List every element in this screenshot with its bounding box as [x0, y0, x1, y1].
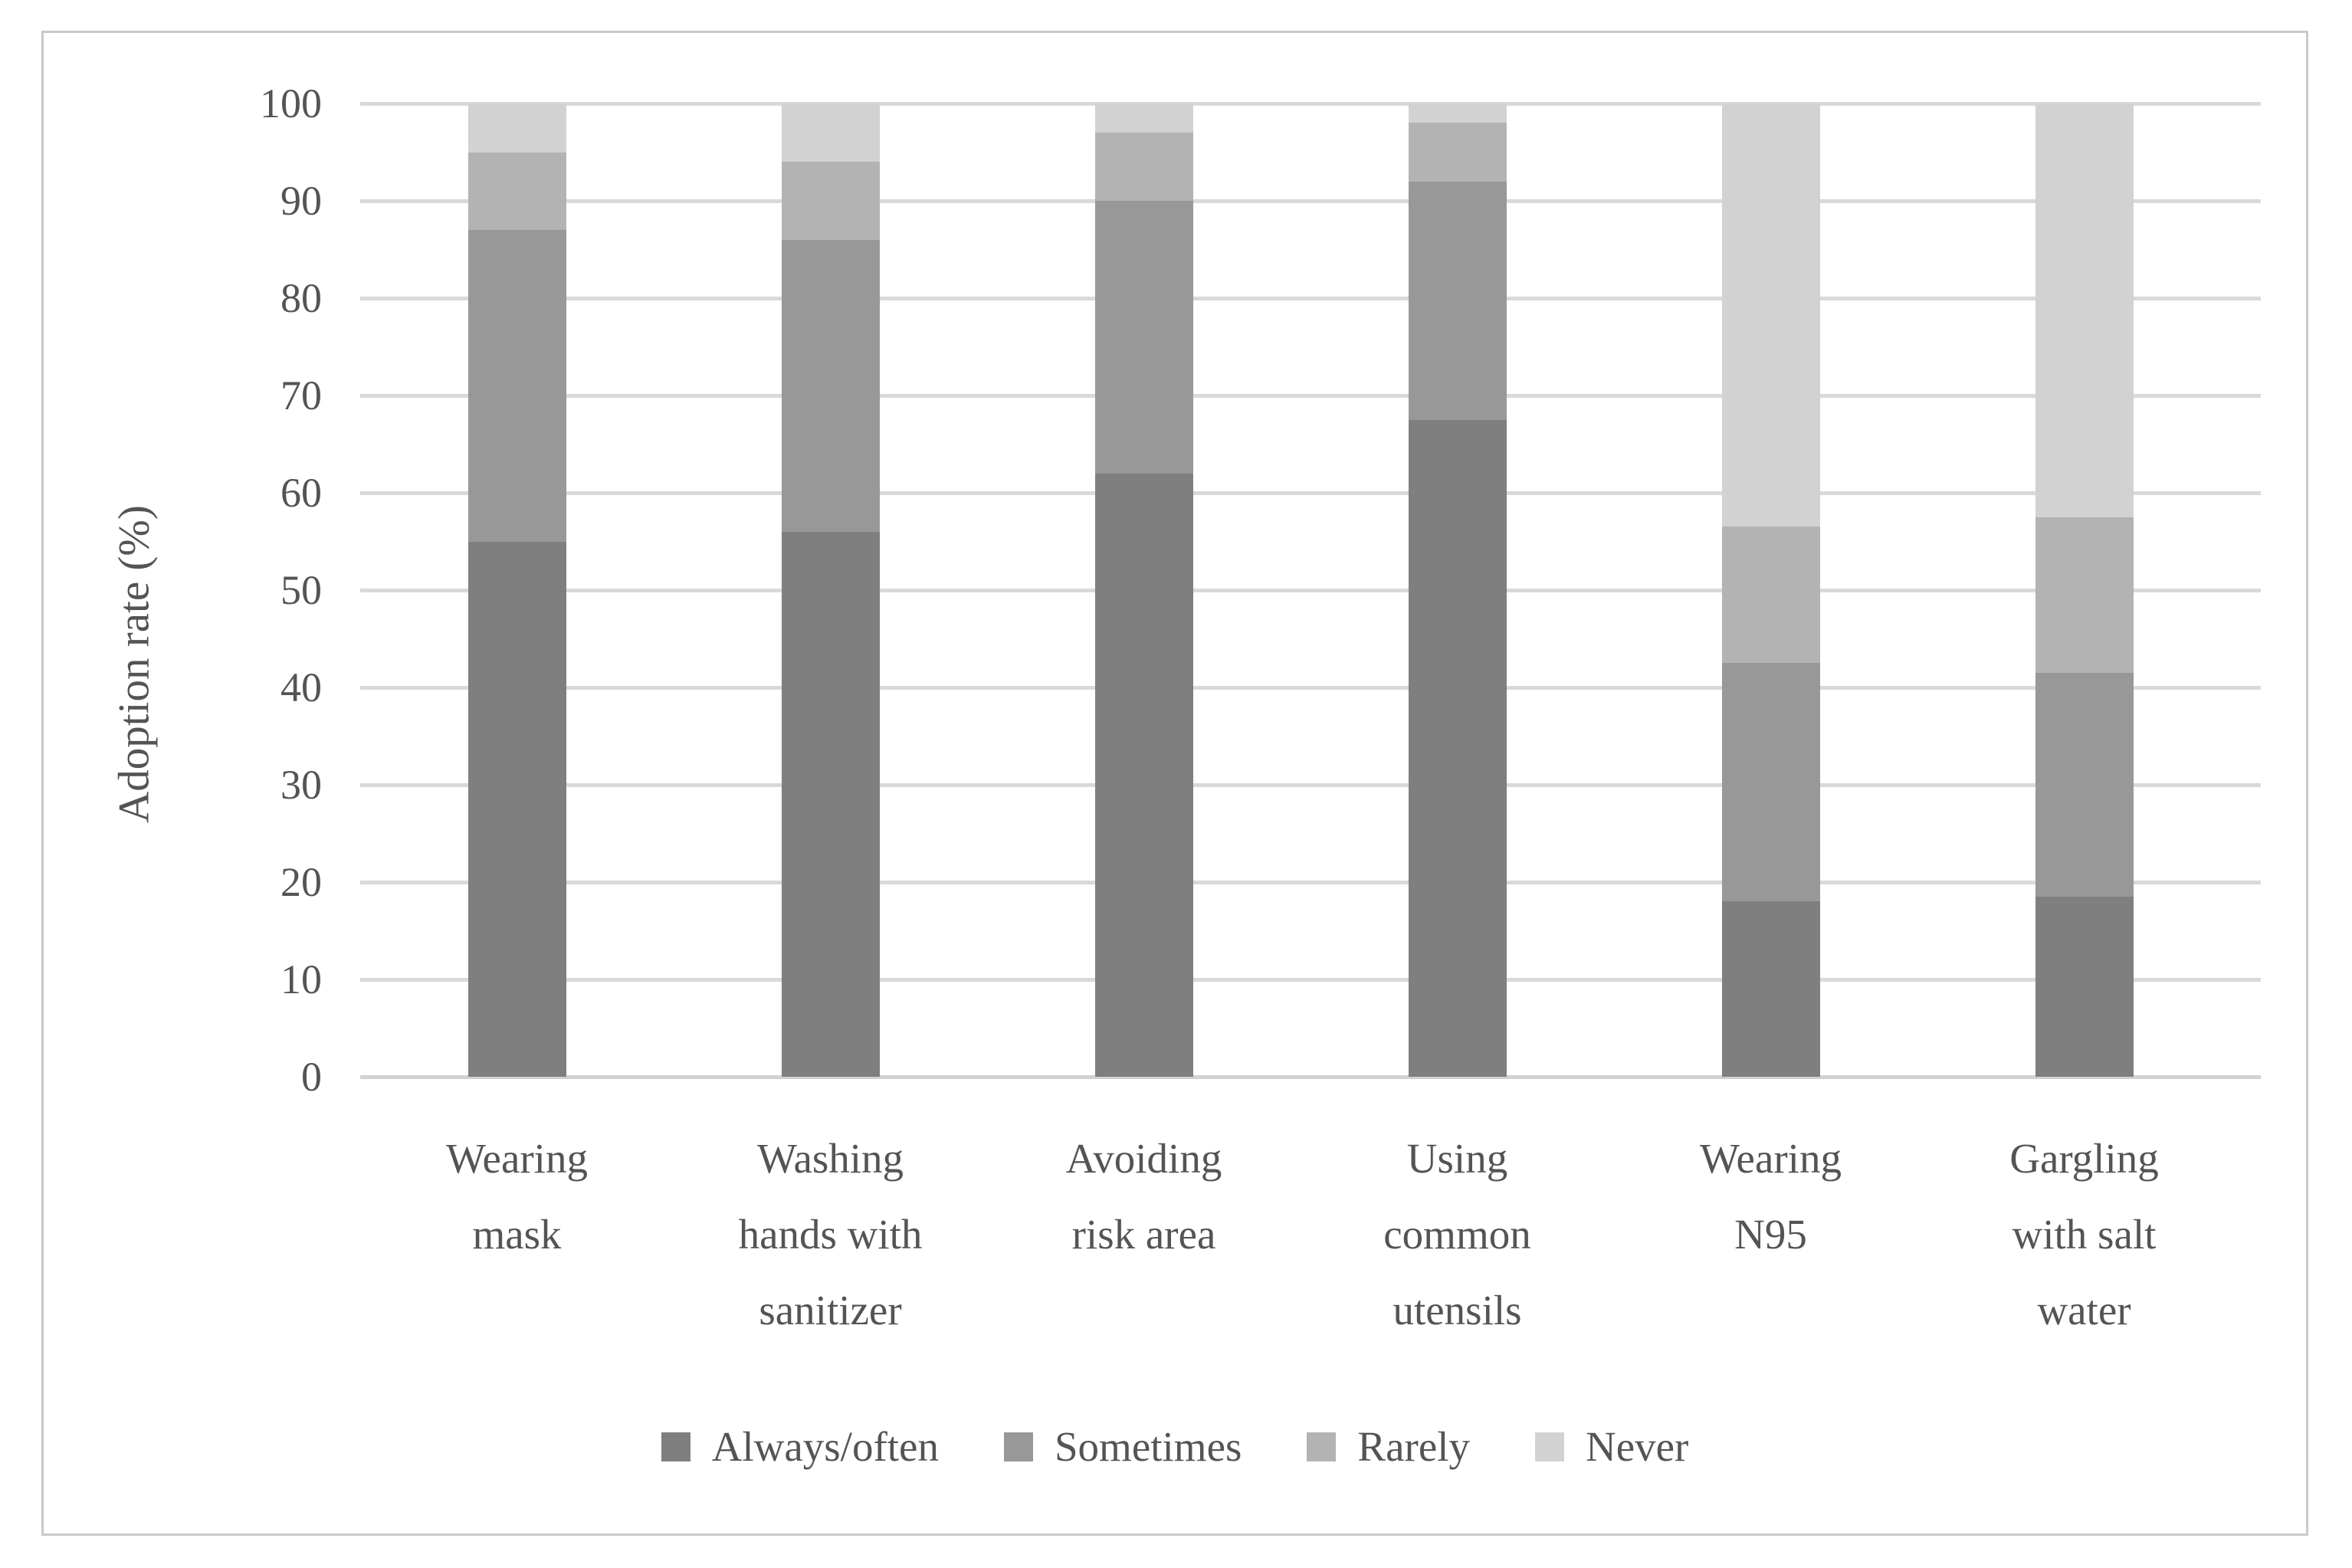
gridline-100: [360, 101, 2261, 106]
bar-segment-sometimes-using-common-utensils: [1408, 181, 1507, 420]
x-axis-label-wearing-n95: Wearing N95: [1700, 1135, 1842, 1258]
gridline-10: [360, 977, 2261, 982]
y-tick-label-60: 60: [280, 470, 322, 516]
bar-segment-always-often-avoiding-risk-area: [1094, 473, 1193, 1077]
bar-slot-washing-hands-with-sanitizer: [674, 103, 987, 1077]
bar-washing-hands-with-sanitizer: [781, 103, 880, 1077]
bar-segment-rarely-wearing-n95: [1721, 526, 1820, 664]
bar-segment-rarely-using-common-utensils: [1408, 123, 1507, 182]
x-axis-label-wearing-mask: Wearing mask: [446, 1135, 588, 1258]
y-tick-label-50: 50: [280, 567, 322, 613]
bar-segment-sometimes-gargling-with-salt-water: [2035, 672, 2134, 897]
legend-label-rarely: Rarely: [1357, 1423, 1471, 1470]
legend-label-always-often: Always/often: [711, 1423, 939, 1470]
bar-segment-rarely-avoiding-risk-area: [1094, 133, 1193, 202]
bar-wearing-mask: [467, 103, 566, 1077]
legend-label-sometimes: Sometimes: [1054, 1423, 1242, 1470]
legend-swatch-sometimes: [1003, 1432, 1033, 1461]
bar-segment-never-wearing-mask: [467, 103, 566, 153]
legend-swatch-never: [1535, 1432, 1565, 1461]
bar-segment-never-gargling-with-salt-water: [2035, 103, 2134, 517]
bar-slot-wearing-n95: [1614, 103, 1927, 1077]
bar-segment-never-using-common-utensils: [1408, 103, 1507, 123]
bar-wearing-n95: [1721, 103, 1820, 1077]
gridline-50: [360, 588, 2261, 592]
gridline-70: [360, 393, 2261, 398]
y-tick-label-20: 20: [280, 859, 322, 905]
x-axis-label-using-common-utensils: Using common utensils: [1383, 1135, 1531, 1333]
y-tick-label-100: 100: [260, 80, 322, 126]
x-axis-label-avoiding-risk-area: Avoiding risk area: [1065, 1135, 1222, 1258]
gridline-40: [360, 685, 2261, 690]
y-axis-tick-labels: 0 10 20 30 40 50 60 70 80 90 100: [138, 83, 322, 1097]
y-tick-label-30: 30: [280, 762, 322, 808]
bar-segment-sometimes-washing-hands-with-sanitizer: [781, 239, 880, 532]
bar-segment-never-avoiding-risk-area: [1094, 103, 1193, 133]
bar-segment-always-often-using-common-utensils: [1408, 419, 1507, 1077]
y-tick-label-40: 40: [280, 664, 322, 710]
gridline-80: [360, 296, 2261, 300]
bar-segment-sometimes-wearing-n95: [1721, 663, 1820, 902]
bar-segment-never-wearing-n95: [1721, 103, 1820, 527]
y-tick-label-10: 10: [280, 956, 322, 1002]
y-axis-title: Adoption rate (%): [110, 505, 159, 823]
bar-segment-always-often-wearing-mask: [467, 541, 566, 1077]
gridline-60: [360, 490, 2261, 495]
bar-using-common-utensils: [1408, 103, 1507, 1077]
legend-label-never: Never: [1586, 1423, 1689, 1470]
y-tick-label-90: 90: [280, 178, 322, 224]
legend-swatch-always-often: [661, 1432, 691, 1461]
bar-segment-rarely-washing-hands-with-sanitizer: [781, 162, 880, 240]
legend: Always/often Sometimes Rarely Never: [41, 1425, 2308, 1468]
y-tick-label-0: 0: [301, 1054, 322, 1100]
bar-gargling-with-salt-water: [2035, 103, 2134, 1077]
legend-item-never: Never: [1535, 1425, 1688, 1468]
bar-avoiding-risk-area: [1094, 103, 1193, 1077]
x-axis-label-gargling-with-salt-water: Gargling with salt water: [2009, 1135, 2159, 1333]
plot-area: [360, 103, 2241, 1077]
grid-layer: [360, 101, 2261, 1079]
gridline-20: [360, 880, 2261, 884]
bar-segment-rarely-gargling-with-salt-water: [2035, 517, 2134, 673]
y-tick-label-70: 70: [280, 372, 322, 418]
bar-segment-always-often-wearing-n95: [1721, 901, 1820, 1077]
x-axis-labels: Wearing mask Washing hands with sanitizer…: [360, 1120, 2241, 1348]
bar-segment-sometimes-avoiding-risk-area: [1094, 201, 1193, 474]
legend-item-sometimes: Sometimes: [1003, 1423, 1242, 1470]
bar-segment-sometimes-wearing-mask: [467, 230, 566, 542]
gridline-30: [360, 782, 2261, 787]
gridline-90: [360, 198, 2261, 203]
x-axis-line: [360, 1074, 2261, 1079]
x-axis-label-washing-hands-with-sanitizer: Washing hands with sanitizer: [738, 1135, 923, 1333]
bar-segment-never-washing-hands-with-sanitizer: [781, 103, 880, 162]
legend-swatch-rarely: [1307, 1432, 1337, 1461]
legend-item-rarely: Rarely: [1307, 1425, 1470, 1468]
bar-slot-gargling-with-salt-water: [1927, 103, 2241, 1077]
legend-item-always-often: Always/often: [661, 1425, 939, 1468]
bar-slot-wearing-mask: [360, 103, 674, 1077]
bar-segment-rarely-wearing-mask: [467, 152, 566, 231]
bar-segment-always-often-gargling-with-salt-water: [2035, 897, 2134, 1077]
bar-segment-always-often-washing-hands-with-sanitizer: [781, 531, 880, 1077]
bar-slot-avoiding-risk-area: [987, 103, 1301, 1077]
y-tick-label-80: 80: [280, 275, 322, 321]
bar-slot-using-common-utensils: [1301, 103, 1614, 1077]
